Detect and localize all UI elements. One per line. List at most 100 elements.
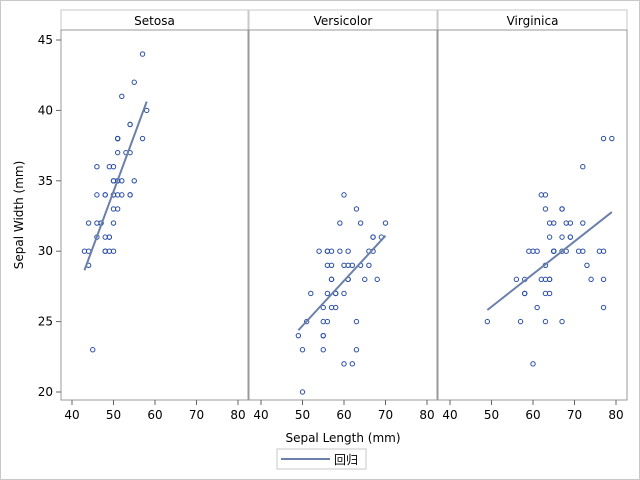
data-point [353, 347, 360, 353]
y-tick-label: 30 [38, 244, 53, 258]
y-tick-label: 40 [38, 103, 53, 117]
data-point [320, 347, 326, 353]
data-point [328, 248, 335, 254]
data-point [513, 276, 520, 283]
data-point [110, 178, 117, 184]
data-point [580, 164, 586, 170]
data-point [94, 164, 100, 170]
data-point [119, 178, 125, 184]
plot-area [437, 29, 628, 401]
data-point [337, 248, 343, 254]
data-point [542, 318, 549, 325]
regression-line [297, 235, 387, 331]
data-point [542, 276, 549, 283]
data-point [353, 206, 360, 212]
data-point [127, 121, 133, 128]
data-point [308, 290, 314, 297]
data-point [563, 220, 569, 226]
data-point [110, 248, 117, 254]
data-point [333, 304, 339, 311]
data-point [131, 178, 137, 184]
data-point [94, 220, 100, 226]
x-tick-label: 70 [189, 408, 204, 422]
panel-title: Virginica [507, 14, 559, 28]
data-point [484, 318, 491, 325]
x-tick-label: 40 [64, 408, 79, 422]
data-point [366, 262, 372, 268]
x-tick-label: 70 [567, 408, 582, 422]
data-point [341, 361, 347, 367]
x-tick-label: 60 [336, 408, 351, 422]
data-point [139, 51, 146, 57]
data-point [517, 318, 524, 325]
data-point [382, 220, 389, 226]
data-point [299, 389, 306, 395]
x-tick-label: 60 [147, 408, 162, 422]
data-point [106, 234, 113, 240]
legend-label: 回归 [334, 453, 358, 467]
data-point [542, 206, 549, 212]
data-point [526, 248, 532, 254]
data-point [349, 361, 355, 367]
x-tick-label: 50 [295, 408, 310, 422]
data-point [114, 149, 121, 156]
data-point [295, 332, 302, 339]
data-point [580, 248, 586, 254]
data-point [328, 276, 335, 283]
data-point [320, 332, 326, 339]
data-point [85, 220, 92, 226]
data-point [299, 347, 306, 353]
data-point [530, 361, 536, 367]
data-point [114, 192, 121, 198]
data-point [139, 135, 146, 142]
data-point [567, 234, 574, 240]
data-point [106, 164, 113, 170]
data-point [114, 135, 121, 142]
y-tick-label: 20 [38, 385, 53, 399]
x-tick-label: 60 [525, 408, 540, 422]
data-point [588, 276, 594, 283]
data-point [600, 248, 607, 254]
data-point [370, 234, 376, 240]
data-point [546, 234, 553, 240]
panel-title: Versicolor [314, 14, 373, 28]
regression-line [83, 101, 148, 271]
data-point [131, 79, 137, 85]
regression-line [486, 211, 613, 311]
data-point [94, 192, 100, 198]
data-point [584, 262, 590, 268]
data-point [144, 107, 150, 114]
data-point [341, 192, 347, 198]
data-point [90, 347, 96, 353]
panel-versicolor: Versicolor 40 50 60 70 80 [248, 9, 438, 422]
x-tick-label: 40 [442, 408, 457, 422]
panel-title: Setosa [134, 14, 175, 28]
data-point [353, 318, 360, 325]
x-tick-label: 70 [378, 408, 393, 422]
data-point [559, 206, 565, 212]
data-point [328, 262, 335, 268]
x-tick-label: 80 [419, 408, 434, 422]
plot-area [248, 29, 438, 401]
data-point [559, 248, 565, 254]
panel-virginica: Virginica 40 50 60 70 80 [437, 9, 628, 422]
data-point [362, 276, 368, 283]
y-tick-label: 45 [38, 33, 53, 47]
data-point [580, 220, 586, 226]
data-point [559, 318, 565, 325]
x-tick-label: 50 [106, 408, 121, 422]
data-point [345, 248, 351, 254]
plot-area [60, 29, 249, 401]
data-point [546, 220, 553, 226]
legend: 回归 [276, 448, 367, 470]
data-point [102, 192, 108, 198]
data-point [542, 290, 549, 297]
data-point [324, 290, 331, 297]
data-point [538, 192, 544, 198]
data-point [551, 248, 557, 254]
data-point [119, 93, 125, 100]
data-point [316, 248, 322, 254]
data-point [127, 192, 133, 198]
